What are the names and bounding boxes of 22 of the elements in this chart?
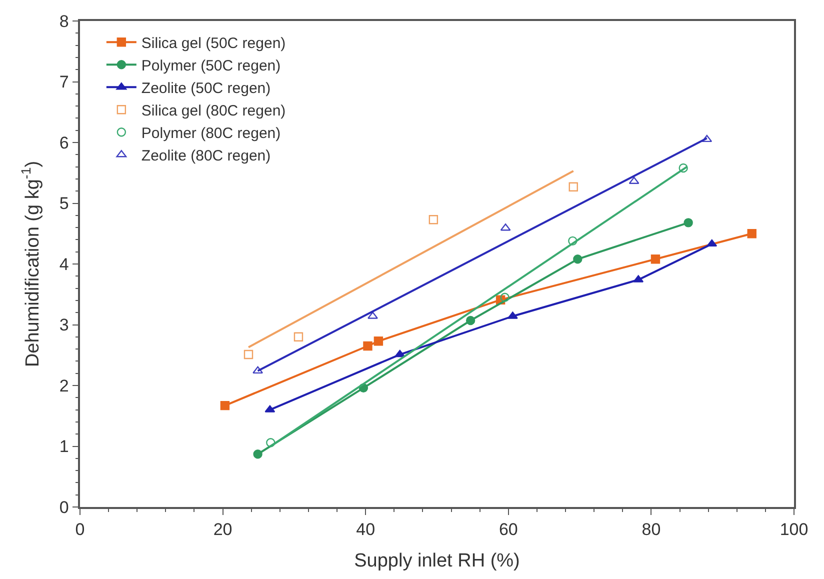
x-tick-label: 20 (213, 520, 232, 540)
y-tick-label: 6 (59, 133, 69, 152)
y-tick-label: 0 (59, 498, 69, 517)
y-tick-label: 1 (59, 437, 69, 456)
legend-label: Zeolite (80C regen) (141, 147, 271, 164)
x-tick-label: 60 (498, 520, 518, 540)
legend-label: Zeolite (50C regen) (141, 80, 271, 97)
y-tick-label: 2 (59, 376, 69, 396)
x-tick-label: 80 (642, 520, 661, 540)
y-tick-label: 7 (59, 72, 69, 92)
x-tick-label: 0 (75, 520, 85, 540)
x-tick-label: 40 (356, 520, 376, 540)
y-tick-label: 5 (59, 194, 69, 214)
y-tick-label: 3 (59, 316, 69, 335)
x-tick-label: 100 (780, 520, 808, 540)
y-tick-label: 4 (59, 254, 69, 274)
legend-label: Silica gel (80C regen) (141, 102, 286, 120)
legend-label: Polymer (50C regen) (141, 57, 281, 74)
x-axis-title: Supply inlet RH (%) (354, 550, 520, 572)
y-tick-label: 8 (59, 12, 69, 31)
legend-label: Polymer (80C regen) (141, 124, 281, 142)
legend-label: Silica gel (50C regen) (141, 34, 286, 52)
